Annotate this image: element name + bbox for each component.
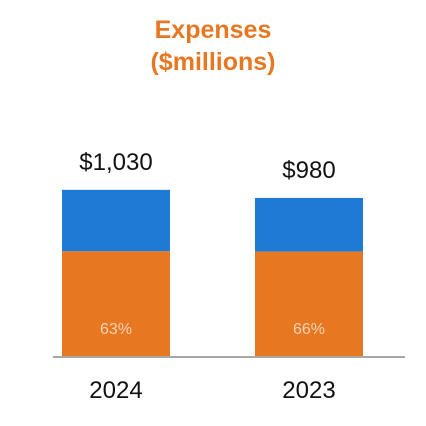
segment-percent-label-2024: 63% bbox=[100, 321, 132, 338]
bar-segment-other-2023 bbox=[255, 197, 363, 252]
segment-percent-label-2023: 66% bbox=[293, 321, 325, 338]
category-label-2024: 2024 bbox=[89, 377, 142, 404]
category-label-2023: 2023 bbox=[282, 377, 335, 404]
bar-segment-main-2024 bbox=[62, 251, 170, 356]
total-label-2024: $1,030 bbox=[79, 149, 152, 176]
bar-segment-main-2023 bbox=[255, 251, 363, 356]
chart-title: Expenses bbox=[154, 16, 272, 44]
total-label-2023: $980 bbox=[282, 157, 335, 184]
chart-subtitle: ($millions) bbox=[150, 48, 276, 76]
bar-segment-other-2024 bbox=[62, 189, 170, 252]
